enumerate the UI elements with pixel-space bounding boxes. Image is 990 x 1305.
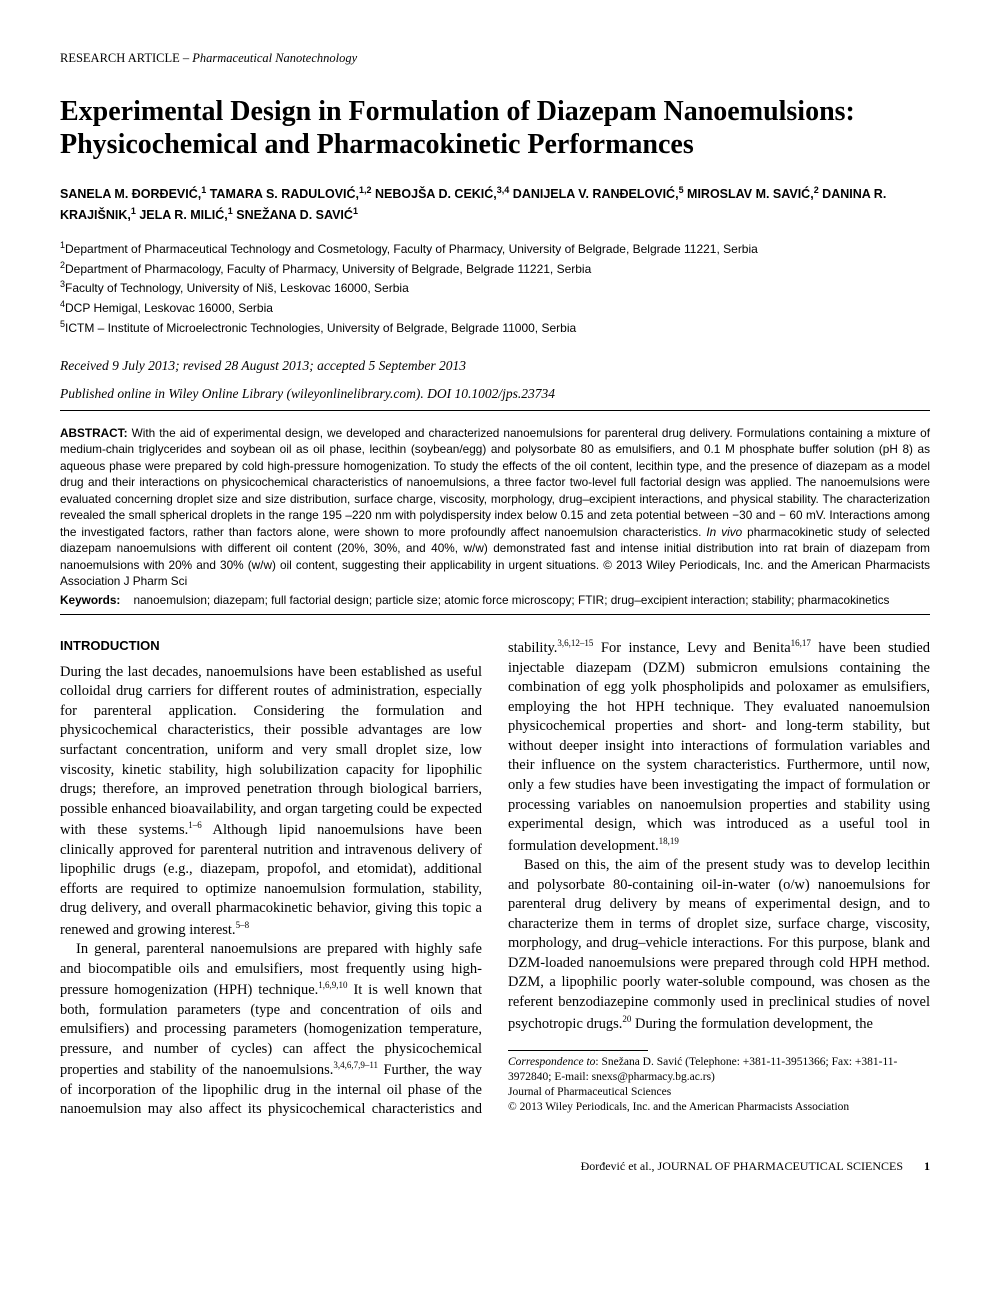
article-title: Experimental Design in Formulation of Di… [60, 95, 930, 162]
footnote-rule [508, 1050, 648, 1051]
footer-citation: Đorđević et al., JOURNAL OF PHARMACEUTIC… [581, 1158, 930, 1174]
keywords-label: Keywords: [60, 593, 120, 607]
abstract-label: ABSTRACT: [60, 426, 128, 440]
divider-rule [60, 410, 930, 411]
correspondence-footnote: Correspondence to: Snežana D. Savić (Tel… [508, 1055, 930, 1085]
body-paragraph: During the last decades, nanoemulsions h… [60, 663, 482, 941]
affiliation: 1Department of Pharmaceutical Technology… [60, 239, 930, 259]
keywords-text: nanoemulsion; diazepam; full factorial d… [133, 593, 889, 607]
page-footer: Đorđević et al., JOURNAL OF PHARMACEUTIC… [60, 1158, 930, 1174]
author-list: SANELA M. ĐORĐEVIĆ,1 TAMARA S. RADULOVIĆ… [60, 184, 930, 225]
affiliation: 4DCP Hemigal, Leskovac 16000, Serbia [60, 298, 930, 318]
publication-line: Published online in Wiley Online Library… [60, 385, 930, 403]
article-category: RESEARCH ARTICLE [60, 51, 180, 65]
body-paragraph: Based on this, the aim of the present st… [508, 856, 930, 1034]
journal-footnote: Journal of Pharmaceutical Sciences [508, 1085, 930, 1100]
keywords: Keywords: nanoemulsion; diazepam; full f… [60, 592, 930, 609]
divider-rule [60, 614, 930, 615]
article-subcategory: Pharmaceutical Nanotechnology [192, 51, 357, 65]
affiliation: 2Department of Pharmacology, Faculty of … [60, 259, 930, 279]
page-number: 1 [924, 1159, 930, 1173]
section-heading-introduction: INTRODUCTION [60, 637, 482, 655]
article-dates: Received 9 July 2013; revised 28 August … [60, 357, 930, 375]
copyright-footnote: © 2013 Wiley Periodicals, Inc. and the A… [508, 1100, 930, 1115]
body-columns: INTRODUCTION During the last decades, na… [60, 637, 930, 1120]
footnote-block: Correspondence to: Snežana D. Savić (Tel… [508, 1050, 930, 1115]
abstract: ABSTRACT: With the aid of experimental d… [60, 425, 930, 590]
affiliation-list: 1Department of Pharmaceutical Technology… [60, 239, 930, 337]
affiliation: 5ICTM – Institute of Microelectronic Tec… [60, 318, 930, 338]
affiliation: 3Faculty of Technology, University of Ni… [60, 278, 930, 298]
article-header: RESEARCH ARTICLE – Pharmaceutical Nanote… [60, 50, 930, 67]
abstract-text: With the aid of experimental design, we … [60, 426, 930, 589]
